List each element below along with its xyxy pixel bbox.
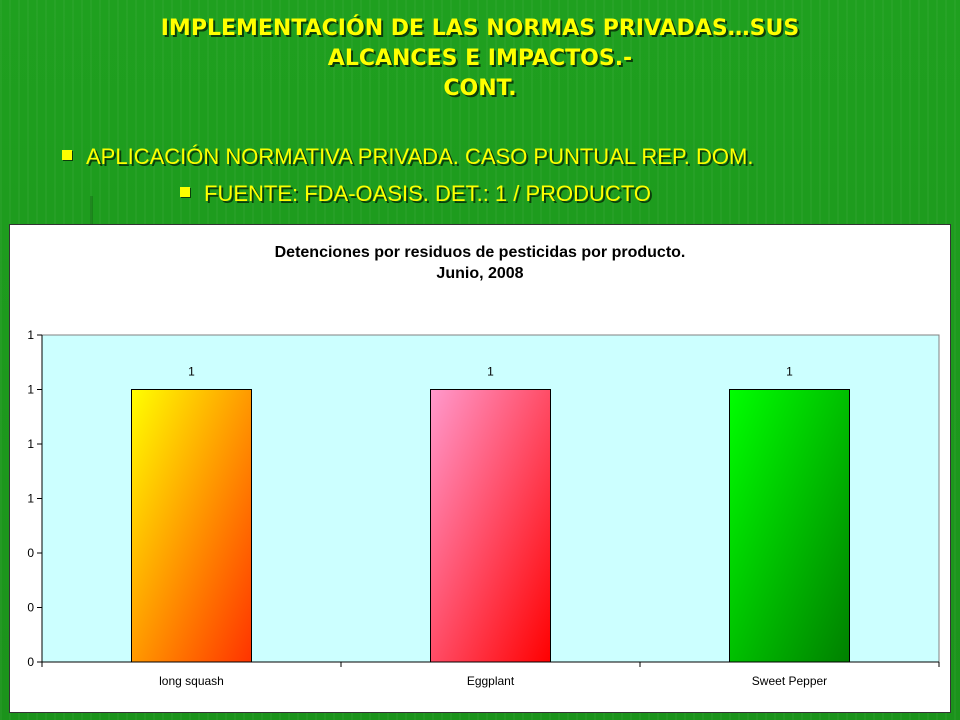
chart-title-block: Detenciones por residuos de pesticidas p… [10,242,950,284]
x-tick-label: Sweet Pepper [752,674,827,688]
slide-title-line-3: CONT. [443,76,517,101]
y-tick-label: 1 [27,492,34,506]
data-label: 1 [188,365,195,379]
bar-eggplant [430,389,551,663]
bar-sweet-pepper [729,389,850,663]
square-bullet-icon [180,187,190,198]
square-bullet-icon [62,150,72,161]
bullet-text-1: APLICACIÓN NORMATIVA PRIVADA. CASO PUNTU… [86,144,754,169]
bar-chart: 0 0 0 1 1 1 1 1 long squash 1 Eggplant 1 Sweet Peppe… [27,328,940,688]
chart-title: Detenciones por residuos de pesticidas p… [274,244,686,261]
slide-title: IMPLEMENTACIÓN DE LAS NORMAS PRIVADAS…SU… [0,14,960,104]
decorative-divider [90,196,93,226]
y-tick-label: 1 [27,437,34,451]
y-tick-label: 1 [27,328,34,342]
bullet-item-1: APLICACIÓN NORMATIVA PRIVADA. CASO PUNTU… [62,144,753,170]
y-tick-label: 0 [27,546,34,560]
data-label: 1 [786,365,793,379]
chart-subtitle: Junio, 2008 [436,265,524,282]
bullet-text-2: FUENTE: FDA-OASIS. DET.: 1 / PRODUCTO [204,181,651,206]
slide-title-line-2: ALCANCES E IMPACTOS.- [327,46,633,71]
x-tick-label: long squash [159,674,224,688]
y-tick-label: 0 [27,655,34,669]
x-tick-label: Eggplant [467,674,515,688]
chart-container: Detenciones por residuos de pesticidas p… [9,224,951,713]
bullet-item-2: FUENTE: FDA-OASIS. DET.: 1 / PRODUCTO [180,181,651,207]
bar-long-squash [131,389,252,663]
slide-title-line-1: IMPLEMENTACIÓN DE LAS NORMAS PRIVADAS…SU… [160,16,800,41]
y-tick-label: 0 [27,601,34,615]
data-label: 1 [487,365,494,379]
y-tick-label: 1 [27,383,34,397]
